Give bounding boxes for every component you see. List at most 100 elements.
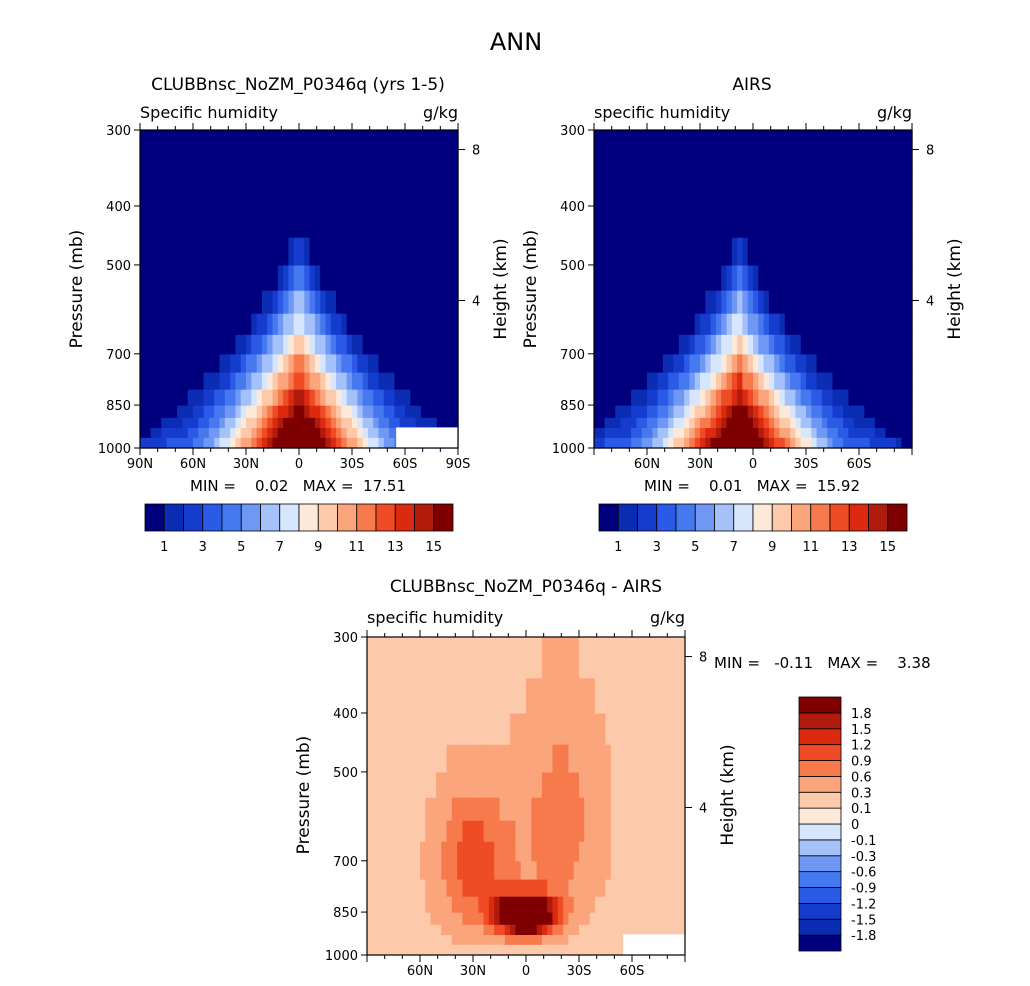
panel-model-cell bbox=[198, 334, 205, 355]
panel-obs-cell bbox=[641, 170, 648, 207]
panel-obs-cell bbox=[678, 389, 685, 406]
panel-obs-cell bbox=[774, 205, 781, 238]
panel-diff-cell bbox=[594, 879, 601, 897]
panel-model-cell bbox=[320, 405, 327, 418]
panel-model-cell bbox=[341, 334, 348, 355]
panel-model-cell bbox=[442, 170, 448, 207]
panel-model-cell bbox=[389, 237, 395, 266]
colorbar-label: 1.5 bbox=[851, 723, 872, 738]
panel-diff-cell bbox=[382, 879, 389, 897]
panel-diff-cell bbox=[462, 637, 469, 679]
panel-obs-cell bbox=[800, 389, 807, 406]
panel-diff-cell bbox=[653, 912, 660, 925]
panel-diff-cell bbox=[414, 637, 421, 679]
panel-diff-cell bbox=[457, 896, 463, 913]
panel-diff-cell bbox=[526, 744, 532, 773]
panel-model-cell bbox=[320, 372, 327, 390]
panel-diff-cell bbox=[679, 771, 686, 798]
panel-obs-cell bbox=[668, 290, 675, 314]
panel-obs-cell bbox=[816, 389, 823, 406]
panel-obs-cell bbox=[827, 334, 834, 355]
panel-obs-cell bbox=[837, 313, 844, 335]
colorbar-swatch bbox=[798, 934, 842, 952]
panel-obs-cell bbox=[827, 130, 834, 172]
panel-model-cell bbox=[251, 170, 258, 207]
panel-diff-cell bbox=[457, 924, 463, 936]
panel-obs-cell bbox=[816, 427, 823, 438]
panel-model-cell bbox=[182, 334, 189, 355]
panel-obs-cell bbox=[710, 417, 717, 429]
colorbar-swatch bbox=[394, 503, 415, 532]
panel-diff-cell bbox=[372, 677, 379, 714]
panel-obs-cell bbox=[625, 130, 632, 172]
panel-diff-cell bbox=[557, 744, 564, 773]
panel-obs-cell bbox=[647, 264, 653, 291]
panel-obs-cell bbox=[837, 170, 844, 207]
panel-obs-cell bbox=[869, 334, 876, 355]
x-tick-label: 60N bbox=[180, 457, 206, 472]
panel-obs-cell bbox=[678, 170, 685, 207]
panel-diff-cell bbox=[679, 797, 686, 821]
panel-model-cell bbox=[145, 405, 152, 418]
panel-obs-cell bbox=[705, 405, 712, 418]
panel-obs-cell bbox=[753, 205, 759, 238]
panel-obs-cell bbox=[668, 264, 675, 291]
panel-model-cell bbox=[341, 170, 348, 207]
panel-diff-cell bbox=[478, 771, 485, 798]
panel-model-cell bbox=[325, 170, 332, 207]
panel-diff-cell bbox=[610, 912, 617, 925]
panel-model-cell bbox=[155, 417, 162, 429]
panel-obs-cell bbox=[604, 264, 611, 291]
panel-diff-cell bbox=[409, 896, 416, 913]
panel-obs-cell bbox=[641, 264, 648, 291]
panel-obs-cell bbox=[625, 170, 632, 207]
panel-obs-cell bbox=[657, 290, 664, 314]
panel-model-cell bbox=[203, 290, 210, 314]
panel-diff-cell bbox=[600, 637, 607, 679]
panel-obs-cell bbox=[737, 237, 743, 266]
colorbar-swatch bbox=[656, 503, 677, 532]
panel-obs-cell bbox=[790, 353, 796, 373]
panel-model-cell bbox=[203, 437, 210, 449]
panel-model-cell bbox=[277, 130, 284, 172]
panel-model-cell bbox=[346, 372, 353, 390]
panel-diff-cell bbox=[499, 677, 506, 714]
panel-model-cell bbox=[293, 264, 300, 291]
panel-diff-cell bbox=[446, 712, 453, 745]
panel-diff-cell bbox=[478, 924, 485, 936]
panel-obs-cell bbox=[774, 372, 781, 390]
panel-diff-cell bbox=[404, 944, 410, 956]
panel-model-cell bbox=[389, 170, 395, 207]
panel-obs-cell bbox=[869, 237, 876, 266]
panel-obs-cell bbox=[636, 353, 643, 373]
panel-model-cell bbox=[399, 372, 406, 390]
panel-obs-cell bbox=[620, 264, 627, 291]
panel-obs-cell bbox=[811, 264, 818, 291]
panel-diff-cell bbox=[504, 820, 511, 842]
panel-model-cell bbox=[235, 264, 242, 291]
panel-model-cell bbox=[352, 264, 358, 291]
y-tick-label: 850 bbox=[560, 399, 585, 414]
panel-obs-cell bbox=[715, 372, 722, 390]
panel-diff-cell bbox=[557, 677, 564, 714]
panel-diff-cell bbox=[510, 860, 516, 880]
panel-diff-cell bbox=[663, 924, 670, 936]
panel-model-cell bbox=[320, 264, 327, 291]
y-tick-label: 1000 bbox=[325, 949, 358, 964]
panel-diff-cell bbox=[488, 797, 495, 821]
panel-diff-cell bbox=[568, 677, 575, 714]
panel-model-cell bbox=[177, 313, 183, 335]
panel-obs-cell bbox=[906, 353, 913, 373]
y-tick-label: 700 bbox=[560, 348, 585, 363]
panel-diff-cell bbox=[557, 934, 564, 945]
panel-obs-cell bbox=[874, 130, 881, 172]
panel-obs-cell bbox=[726, 290, 733, 314]
panel-diff-cell bbox=[494, 820, 501, 842]
panel-model-cell bbox=[314, 205, 321, 238]
panel-model-cell bbox=[272, 313, 279, 335]
panel-diff-cell bbox=[377, 744, 384, 773]
panel-diff-cell bbox=[441, 771, 448, 798]
panel-obs-cell bbox=[641, 205, 648, 238]
panel-diff-cell bbox=[504, 879, 511, 897]
panel-model-cell bbox=[452, 170, 459, 207]
